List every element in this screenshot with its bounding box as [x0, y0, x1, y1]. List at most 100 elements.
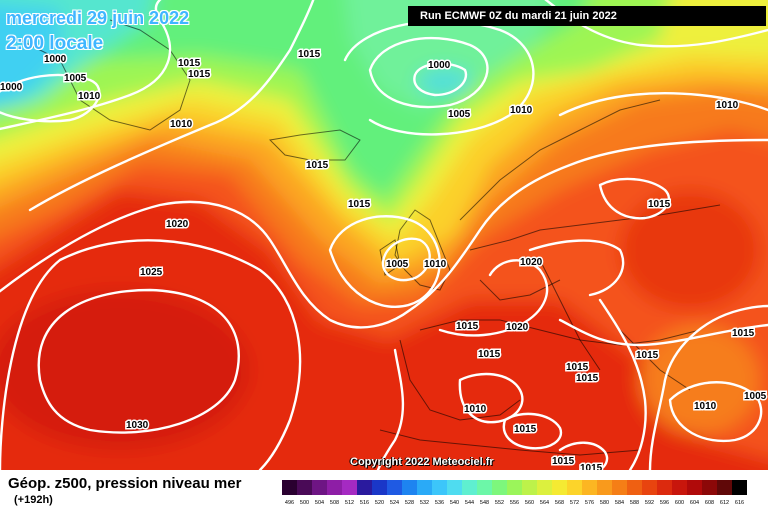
- isobar-label: 1015: [552, 456, 575, 467]
- scale-tick-label: 532: [420, 500, 429, 506]
- weather-map: 1000 1005 1010 1000 1015 1015 1015 1010 …: [0, 0, 768, 470]
- scale-swatch: [447, 480, 462, 495]
- scale-tick-label: 616: [735, 500, 744, 506]
- isobar-label: 1020: [166, 219, 189, 230]
- copyright-text: Copyright 2022 Meteociel.fr: [350, 456, 494, 468]
- isobar-label: 1000: [428, 60, 451, 71]
- scale-tick-label: 540: [450, 500, 459, 506]
- forecast-time: 2:00 locale: [6, 33, 104, 54]
- scale-swatch: [327, 480, 342, 495]
- scale-swatch: [357, 480, 372, 495]
- scale-swatch: [522, 480, 537, 495]
- scale-tick-label: 552: [495, 500, 504, 506]
- isobar-label: 1005: [64, 73, 87, 84]
- scale-swatch: [627, 480, 642, 495]
- scale-tick-label: 496: [285, 500, 294, 506]
- scale-swatch: [597, 480, 612, 495]
- scale-swatch: [282, 480, 297, 495]
- scale-swatch: [702, 480, 717, 495]
- scale-tick-label: 500: [300, 500, 309, 506]
- scale-tick-label: 536: [435, 500, 444, 506]
- scale-tick-label: 568: [555, 500, 564, 506]
- isobar-label: 1000: [44, 54, 67, 65]
- geopotential-field: [0, 0, 768, 470]
- scale-swatch: [417, 480, 432, 495]
- scale-tick-label: 600: [675, 500, 684, 506]
- scale-swatch: [297, 480, 312, 495]
- scale-swatch: [402, 480, 417, 495]
- scale-tick-label: 564: [540, 500, 549, 506]
- scale-swatch: [567, 480, 582, 495]
- scale-tick-label: 608: [705, 500, 714, 506]
- isobar-label: 1000: [0, 82, 23, 93]
- run-info-box: Run ECMWF 0Z du mardi 21 juin 2022: [408, 6, 766, 26]
- isobar-label: 1010: [424, 259, 447, 270]
- scale-tick-label: 508: [330, 500, 339, 506]
- isobar-label: 1015: [306, 160, 329, 171]
- isobar-label: 1005: [386, 259, 409, 270]
- scale-swatch: [387, 480, 402, 495]
- isobar-label: 1015: [648, 199, 671, 210]
- scale-tick-label: 516: [360, 500, 369, 506]
- scale-swatch: [507, 480, 522, 495]
- scale-tick-label: 548: [480, 500, 489, 506]
- isobar-label: 1015: [580, 463, 603, 470]
- isobar-label: 1015: [456, 321, 479, 332]
- scale-tick-label: 560: [525, 500, 534, 506]
- scale-tick-label: 604: [690, 500, 699, 506]
- forecast-date: mercredi 29 juin 2022: [6, 8, 190, 28]
- legend-bar: Géop. z500, pression niveau mer (+192h) …: [0, 470, 768, 512]
- run-info-label: Run ECMWF 0Z du mardi 21 juin 2022: [420, 10, 617, 22]
- isobar-label: 1005: [744, 391, 767, 402]
- isobar-label: 1015: [732, 328, 755, 339]
- scale-tick-label: 592: [645, 500, 654, 506]
- isobar-labels: 1000 1005 1010 1000 1015 1015 1015 1010 …: [0, 48, 768, 471]
- isobar-label: 1010: [464, 404, 487, 415]
- scale-swatch: [492, 480, 507, 495]
- scale-swatch: [582, 480, 597, 495]
- scale-swatch: [537, 480, 552, 495]
- scale-swatch: [657, 480, 672, 495]
- scale-tick-label: 572: [570, 500, 579, 506]
- scale-swatch: [642, 480, 657, 495]
- legend-title: Géop. z500, pression niveau mer: [8, 475, 242, 492]
- scale-tick-label: 556: [510, 500, 519, 506]
- color-scale: 496 500 504 508 512 516 520 524 528 532 536 540 544 5…: [282, 480, 747, 506]
- isobar-label: 1025: [140, 267, 163, 278]
- isobar-label: 1010: [78, 91, 101, 102]
- scale-swatch: [342, 480, 357, 495]
- scale-swatch: [477, 480, 492, 495]
- legend-subtitle: (+192h): [14, 494, 53, 506]
- isobar-label: 1015: [298, 49, 321, 60]
- scale-tick-label: 612: [720, 500, 729, 506]
- isobar-label: 1015: [348, 199, 371, 210]
- isobar-label: 1015: [636, 350, 659, 361]
- isobar-label: 1020: [506, 322, 529, 333]
- scale-tick-label: 588: [630, 500, 639, 506]
- scale-swatch: [612, 480, 627, 495]
- scale-tick-label: 504: [315, 500, 324, 506]
- scale-swatch: [432, 480, 447, 495]
- isobar-label: 1030: [126, 420, 149, 431]
- scale-swatch: [462, 480, 477, 495]
- scale-swatch: [732, 480, 747, 495]
- scale-swatch: [672, 480, 687, 495]
- scale-swatch: [687, 480, 702, 495]
- scale-tick-label: 544: [465, 500, 474, 506]
- isobar-label: 1015: [514, 424, 537, 435]
- scale-swatch: [372, 480, 387, 495]
- scale-tick-label: 528: [405, 500, 414, 506]
- scale-swatch: [717, 480, 732, 495]
- scale-tick-label: 524: [390, 500, 399, 506]
- scale-tick-label: 580: [600, 500, 609, 506]
- isobar-label: 1010: [694, 401, 717, 412]
- isobar-label: 1015: [478, 349, 501, 360]
- isobar-label: 1010: [170, 119, 193, 130]
- scale-swatch: [312, 480, 327, 495]
- scale-tick-label: 512: [345, 500, 354, 506]
- isobar-label: 1010: [716, 100, 739, 111]
- isobar-label: 1015: [576, 373, 599, 384]
- isobar-label: 1015: [566, 362, 589, 373]
- isobar-label: 1010: [510, 105, 533, 116]
- isobar-label: 1015: [188, 69, 211, 80]
